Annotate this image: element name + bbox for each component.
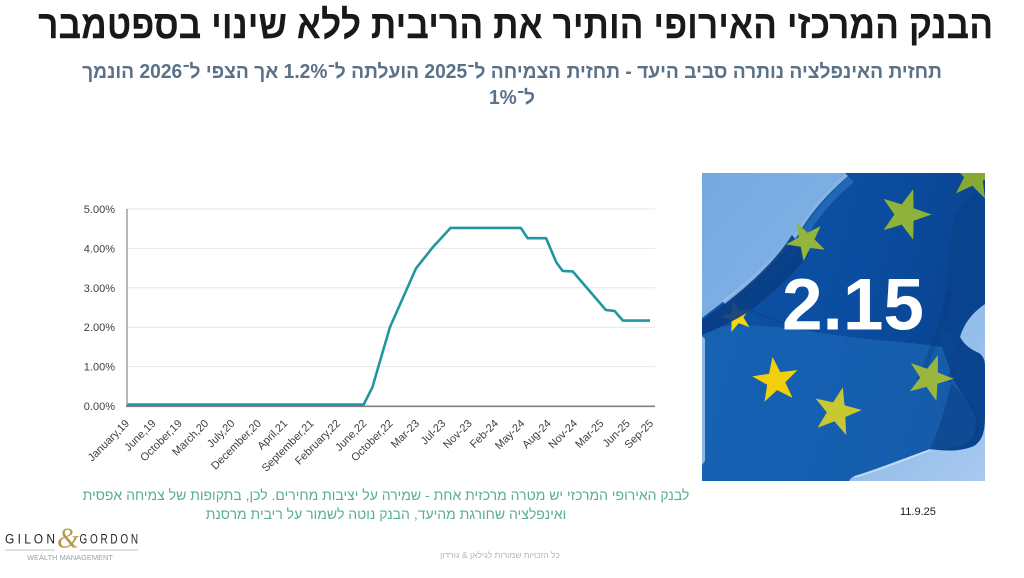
- svg-text:Nov-24: Nov-24: [547, 418, 581, 452]
- svg-text:2.00%: 2.00%: [84, 322, 115, 334]
- svg-text:4.00%: 4.00%: [84, 243, 115, 255]
- svg-text:G O R D O N: G O R D O N: [80, 532, 139, 547]
- svg-text:Nov-23: Nov-23: [441, 418, 475, 452]
- svg-text:January,19: January,19: [86, 418, 132, 464]
- svg-text:2.15: 2.15: [782, 265, 924, 346]
- svg-text:May-24: May-24: [493, 418, 527, 452]
- svg-text:0.00%: 0.00%: [84, 401, 115, 413]
- svg-text:G I L O N: G I L O N: [5, 532, 55, 547]
- svg-text:Mar-25: Mar-25: [573, 418, 606, 451]
- svg-text:3.00%: 3.00%: [84, 283, 115, 295]
- svg-text:WEALTH MANAGEMENT: WEALTH MANAGEMENT: [27, 553, 113, 562]
- svg-text:1.00%: 1.00%: [84, 362, 115, 374]
- svg-text:Mar-23: Mar-23: [389, 418, 422, 451]
- svg-text:5.00%: 5.00%: [84, 204, 115, 216]
- svg-text:&: &: [57, 527, 80, 555]
